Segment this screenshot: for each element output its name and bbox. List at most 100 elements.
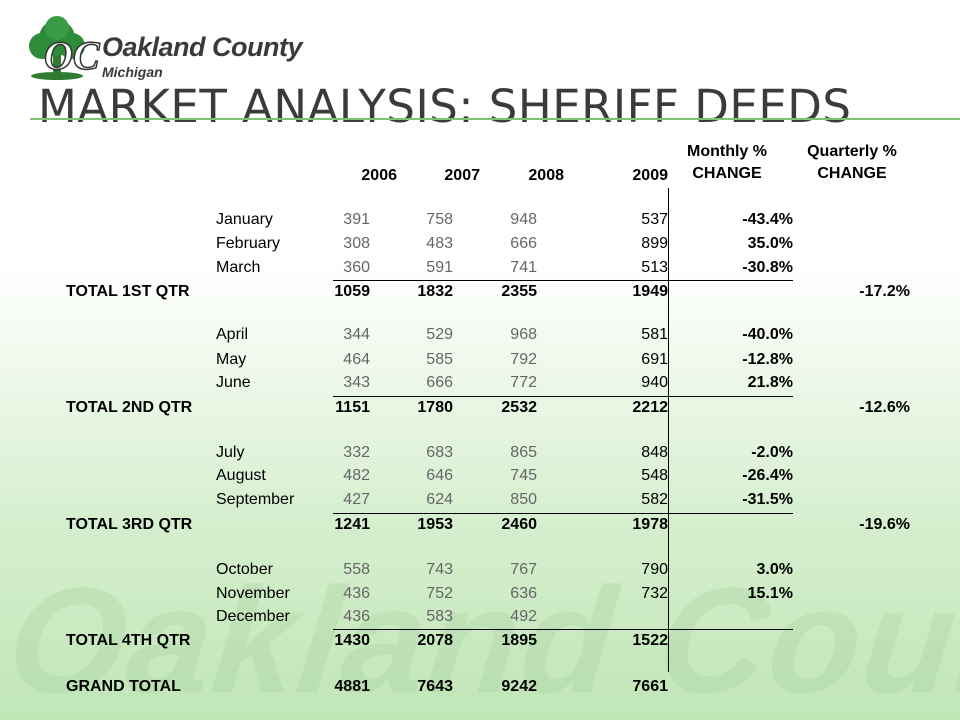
quarter-total-cell: 1522	[632, 632, 668, 649]
column-header-2007: 2007	[444, 167, 480, 184]
table-cell: 482	[343, 467, 370, 484]
quarter-total-label: TOTAL 3RD QTR	[66, 516, 193, 533]
table-cell: 752	[426, 585, 453, 602]
column-divider	[668, 188, 669, 672]
table-cell: 691	[641, 351, 668, 368]
table-cell: 464	[343, 351, 370, 368]
quarter-total-cell: 2212	[632, 399, 668, 416]
grand-total-cell: 7661	[632, 678, 668, 695]
title-underline	[30, 118, 960, 120]
table-cell: 772	[510, 374, 537, 391]
monthly-change-cell: -40.0%	[742, 326, 793, 343]
table-cell: 850	[510, 491, 537, 508]
table-cell: 790	[641, 561, 668, 578]
quarter-total-label: TOTAL 4TH QTR	[66, 632, 191, 649]
column-header-2008: 2008	[528, 167, 564, 184]
column-header-2009: 2009	[632, 167, 668, 184]
table-cell: 968	[510, 326, 537, 343]
month-label: February	[216, 235, 281, 252]
table-cell: 344	[343, 326, 370, 343]
table-cell: 483	[426, 235, 453, 252]
quarter-rule	[333, 396, 793, 397]
table-cell: 948	[510, 211, 537, 228]
monthly-change-cell: 15.1%	[747, 585, 793, 602]
quarterly-change-cell: -17.2%	[859, 283, 910, 300]
table-cell: 513	[641, 259, 668, 276]
quarter-total-cell: 1241	[334, 516, 370, 533]
monthly-change-cell: -26.4%	[742, 467, 793, 484]
quarter-total-cell: 1430	[334, 632, 370, 649]
table-cell: 427	[343, 491, 370, 508]
column-header-monthly-change: Monthly % CHANGE	[677, 141, 777, 185]
month-label: December	[216, 608, 290, 625]
table-cell: 343	[343, 374, 370, 391]
month-label: October	[216, 561, 273, 578]
quarter-total-cell: 2532	[501, 399, 537, 416]
month-label: May	[216, 351, 247, 368]
monthly-change-cell: 35.0%	[747, 235, 793, 252]
page-title: MARKET ANALYSIS: SHERIFF DEEDS	[38, 80, 852, 133]
quarterly-header-line2: CHANGE	[817, 165, 887, 182]
quarter-total-label: TOTAL 1ST QTR	[66, 283, 190, 300]
monthly-header-line2: CHANGE	[692, 165, 762, 182]
monthly-change-cell: -12.8%	[742, 351, 793, 368]
grand-total-cell: 9242	[501, 678, 537, 695]
month-label: July	[216, 444, 245, 461]
quarter-rule	[333, 280, 793, 281]
column-header-quarterly-change: Quarterly % CHANGE	[802, 141, 902, 185]
quarterly-header-line1: Quarterly %	[807, 143, 897, 160]
table-cell: 732	[641, 585, 668, 602]
table-cell: 591	[426, 259, 453, 276]
quarter-total-cell: 1832	[417, 283, 453, 300]
table-cell: 529	[426, 326, 453, 343]
table-cell: 624	[426, 491, 453, 508]
table-cell: 558	[343, 561, 370, 578]
month-label: January	[216, 211, 273, 228]
table-cell: 646	[426, 467, 453, 484]
table-cell: 741	[510, 259, 537, 276]
table-cell: 436	[343, 585, 370, 602]
quarter-total-cell: 2078	[417, 632, 453, 649]
monthly-change-cell: -2.0%	[751, 444, 793, 461]
quarter-total-cell: 2460	[501, 516, 537, 533]
month-label: April	[216, 326, 249, 343]
table-cell: 745	[510, 467, 537, 484]
table-cell: 585	[426, 351, 453, 368]
table-cell: 848	[641, 444, 668, 461]
table-cell: 391	[343, 211, 370, 228]
table-cell: 792	[510, 351, 537, 368]
quarter-total-cell: 1953	[417, 516, 453, 533]
grand-total-cell: 7643	[417, 678, 453, 695]
quarterly-change-cell: -12.6%	[859, 399, 910, 416]
table-cell: 899	[641, 235, 668, 252]
quarter-total-label: TOTAL 2ND QTR	[66, 399, 193, 416]
table-cell: 548	[641, 467, 668, 484]
quarterly-change-cell: -19.6%	[859, 516, 910, 533]
monthly-change-cell: -43.4%	[742, 211, 793, 228]
table-cell: 332	[343, 444, 370, 461]
month-label: August	[216, 467, 266, 484]
monthly-change-cell: 21.8%	[747, 374, 793, 391]
logo-mark: OC	[44, 33, 101, 78]
table-cell: 436	[343, 608, 370, 625]
table-cell: 360	[343, 259, 370, 276]
monthly-header-line1: Monthly %	[687, 143, 767, 160]
table-cell: 865	[510, 444, 537, 461]
monthly-change-cell: 3.0%	[756, 561, 793, 578]
table-cell: 636	[510, 585, 537, 602]
quarter-rule	[333, 513, 793, 514]
table-cell: 767	[510, 561, 537, 578]
county-logo: OC Oakland County Michigan	[22, 14, 303, 84]
table-cell: 683	[426, 444, 453, 461]
table-cell: 743	[426, 561, 453, 578]
table-cell: 492	[510, 608, 537, 625]
month-label: November	[216, 585, 290, 602]
quarter-total-cell: 1978	[632, 516, 668, 533]
month-label: June	[216, 374, 251, 391]
table-cell: 666	[510, 235, 537, 252]
table-cell: 758	[426, 211, 453, 228]
quarter-total-cell: 1895	[501, 632, 537, 649]
table-cell: 581	[641, 326, 668, 343]
logo-county-name: Oakland County	[102, 32, 303, 62]
logo-state-name: Michigan	[102, 64, 163, 80]
